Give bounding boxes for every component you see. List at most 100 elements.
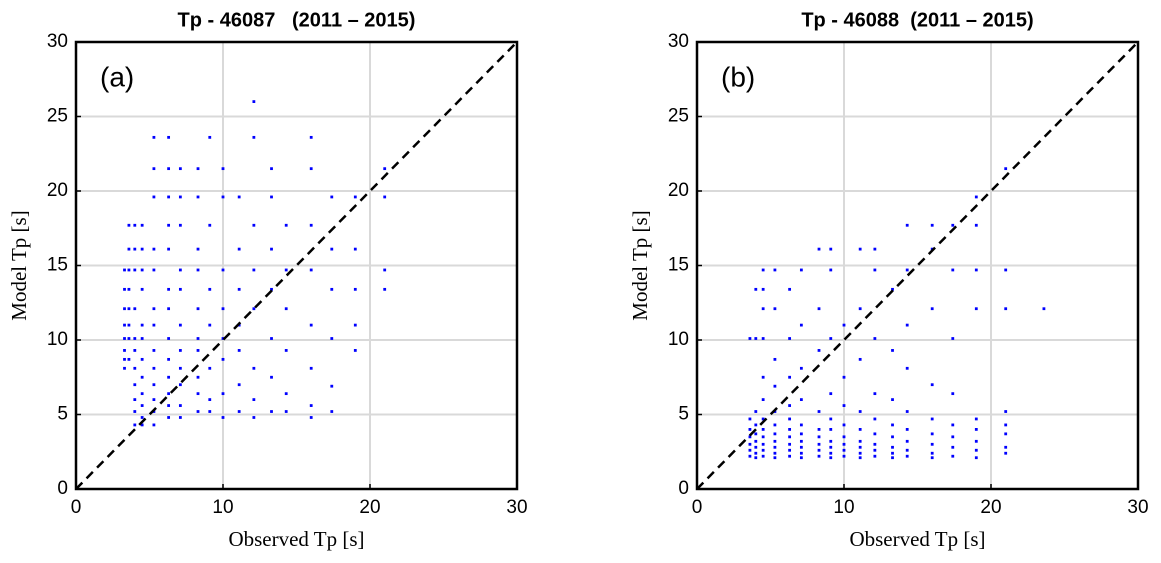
- scatter-point: [951, 337, 955, 340]
- scatter-point: [127, 287, 131, 291]
- scatter-point: [237, 195, 241, 199]
- scatter-point: [309, 223, 313, 227]
- scatter-point: [974, 428, 978, 431]
- scatter-point: [788, 435, 792, 439]
- scatter-point: [353, 349, 357, 352]
- scatter-point: [829, 268, 833, 272]
- scatter-point: [152, 323, 156, 327]
- scatter-point: [842, 323, 846, 327]
- scatter-point: [167, 375, 171, 379]
- scatter-point: [788, 417, 792, 421]
- scatter-point: [829, 439, 833, 443]
- y-tick-label: 30: [47, 31, 68, 52]
- scatter-point: [873, 247, 877, 251]
- scatter-point: [773, 307, 777, 311]
- scatter-point: [221, 167, 225, 171]
- scatter-point: [270, 195, 273, 199]
- scatter-point: [270, 167, 273, 171]
- scatter-point: [152, 268, 156, 272]
- scatter-point: [829, 247, 833, 251]
- scatter-point: [974, 439, 978, 443]
- x-tick-label: 10: [212, 497, 233, 518]
- scatter-point: [842, 404, 846, 407]
- scatter-point: [773, 445, 777, 449]
- scatter-point: [754, 423, 758, 427]
- scatter-point: [817, 448, 821, 452]
- x-tick-label: 0: [692, 497, 703, 518]
- scatter-point: [133, 337, 137, 340]
- scatter-point: [974, 268, 978, 272]
- scatter-point: [123, 268, 126, 272]
- scatter-point: [905, 448, 909, 452]
- scatter-point: [133, 247, 137, 251]
- scatter-point: [196, 392, 200, 396]
- scatter-point: [196, 375, 200, 379]
- scatter-point: [252, 100, 256, 103]
- scatter-point: [761, 454, 765, 458]
- scatter-point: [284, 307, 288, 311]
- scatter-point: [951, 454, 955, 458]
- scatter-point: [773, 384, 777, 388]
- scatter-point: [208, 287, 212, 291]
- scatter-point: [930, 432, 934, 436]
- scatter-point: [208, 135, 212, 139]
- scatter-point: [127, 357, 131, 361]
- scatter-point: [140, 416, 144, 419]
- scatter-point: [208, 323, 212, 327]
- scatter-point: [178, 366, 182, 370]
- scatter-point: [221, 268, 225, 272]
- scatter-point: [196, 337, 200, 340]
- scatter-point: [748, 417, 752, 421]
- scatter-point: [873, 268, 877, 272]
- scatter-point: [858, 357, 862, 361]
- scatter-point: [974, 448, 978, 452]
- panel-label: (a): [100, 61, 134, 92]
- scatter-point: [891, 349, 894, 352]
- scatter-point: [270, 337, 273, 340]
- scatter-point: [284, 223, 288, 227]
- scatter-point: [237, 247, 241, 251]
- scatter-point: [829, 445, 833, 449]
- scatter-point: [905, 428, 909, 431]
- scatter-point: [761, 268, 765, 272]
- scatter-point: [140, 287, 144, 291]
- scatter-point: [788, 454, 792, 458]
- scatter-point: [133, 423, 137, 427]
- scatter-point: [754, 337, 758, 340]
- scatter-point: [748, 337, 752, 340]
- scatter-point: [748, 448, 752, 452]
- scatter-point: [123, 349, 126, 352]
- scatter-point: [788, 442, 792, 446]
- scatter-point: [196, 247, 200, 251]
- scatter-point: [1004, 410, 1008, 413]
- scatter-point: [799, 423, 803, 427]
- scatter-point: [140, 404, 144, 407]
- y-tick-label: 20: [47, 180, 68, 201]
- scatter-point: [167, 247, 171, 251]
- x-axis-label: Observed Tp [s]: [849, 527, 985, 551]
- scatter-point: [270, 247, 273, 251]
- scatter-point: [284, 410, 288, 413]
- y-tick-label: 10: [47, 329, 68, 350]
- scatter-point: [842, 448, 846, 452]
- scatter-point: [858, 439, 862, 443]
- scatter-point: [133, 268, 137, 272]
- scatter-point: [353, 287, 357, 291]
- scatter-point: [152, 383, 156, 387]
- x-tick-label: 30: [506, 497, 527, 518]
- chart-title: Tp - 46088 (2011 – 2015): [801, 9, 1033, 31]
- scatter-point: [905, 268, 909, 272]
- scatter-point: [196, 349, 200, 352]
- scatter-point: [123, 366, 126, 370]
- scatter-point: [748, 428, 752, 431]
- scatter-point: [208, 223, 212, 227]
- scatter-point: [817, 307, 821, 311]
- scatter-point: [330, 287, 334, 291]
- scatter-point: [873, 417, 877, 421]
- scatter-point: [788, 428, 792, 431]
- scatter-point: [167, 167, 171, 171]
- scatter-point: [127, 247, 131, 251]
- scatter-point: [974, 307, 978, 311]
- x-tick-label: 20: [980, 497, 1001, 518]
- scatter-point: [842, 442, 846, 446]
